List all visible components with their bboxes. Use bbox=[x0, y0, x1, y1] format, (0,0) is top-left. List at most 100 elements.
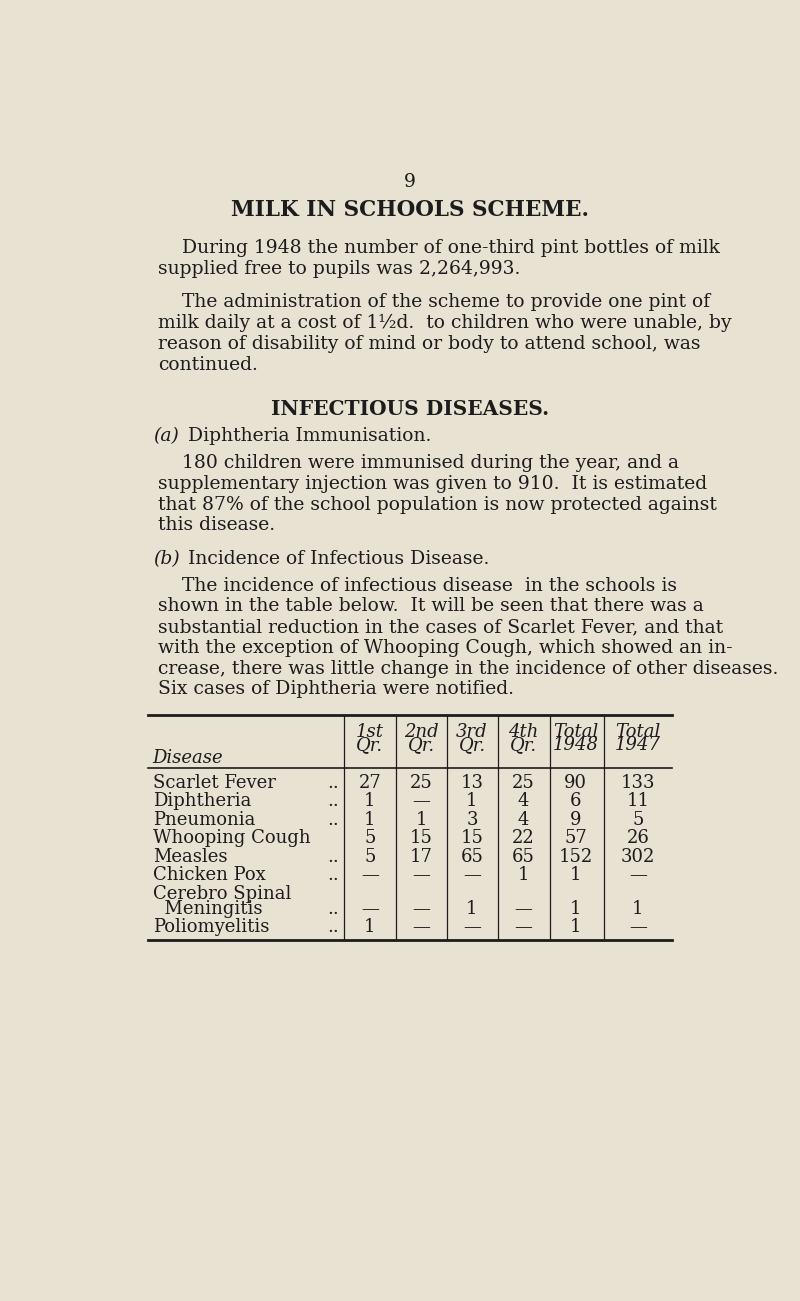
Text: 4th: 4th bbox=[508, 723, 538, 740]
Text: 1: 1 bbox=[416, 811, 427, 829]
Text: (b): (b) bbox=[153, 549, 179, 567]
Text: —: — bbox=[629, 866, 646, 885]
Text: Total: Total bbox=[554, 723, 598, 740]
Text: 90: 90 bbox=[564, 774, 587, 792]
Text: 15: 15 bbox=[461, 829, 483, 847]
Text: Total: Total bbox=[615, 723, 661, 740]
Text: that 87% of the school population is now protected against: that 87% of the school population is now… bbox=[158, 496, 717, 514]
Text: 3rd: 3rd bbox=[456, 723, 488, 740]
Text: ..: .. bbox=[327, 811, 338, 829]
Text: —: — bbox=[413, 866, 430, 885]
Text: —: — bbox=[413, 900, 430, 919]
Text: The incidence of infectious disease  in the schools is: The incidence of infectious disease in t… bbox=[158, 576, 677, 595]
Text: 3: 3 bbox=[466, 811, 478, 829]
Text: INFECTIOUS DISEASES.: INFECTIOUS DISEASES. bbox=[271, 399, 549, 419]
Text: reason of disability of mind or body to attend school, was: reason of disability of mind or body to … bbox=[158, 334, 701, 353]
Text: 26: 26 bbox=[626, 829, 650, 847]
Text: 1st: 1st bbox=[356, 723, 384, 740]
Text: Six cases of Diphtheria were notified.: Six cases of Diphtheria were notified. bbox=[158, 680, 514, 699]
Text: Qr.: Qr. bbox=[458, 736, 486, 755]
Text: —: — bbox=[413, 919, 430, 937]
Text: 1: 1 bbox=[466, 900, 478, 919]
Text: Disease: Disease bbox=[153, 749, 223, 768]
Text: —: — bbox=[514, 900, 532, 919]
Text: 9: 9 bbox=[570, 811, 582, 829]
Text: 57: 57 bbox=[565, 829, 587, 847]
Text: Incidence of Infectious Disease.: Incidence of Infectious Disease. bbox=[187, 549, 489, 567]
Text: The administration of the scheme to provide one pint of: The administration of the scheme to prov… bbox=[158, 293, 710, 311]
Text: 1: 1 bbox=[518, 866, 529, 885]
Text: 2nd: 2nd bbox=[404, 723, 439, 740]
Text: 1: 1 bbox=[632, 900, 643, 919]
Text: 1: 1 bbox=[466, 792, 478, 811]
Text: —: — bbox=[361, 900, 378, 919]
Text: substantial reduction in the cases of Scarlet Fever, and that: substantial reduction in the cases of Sc… bbox=[158, 618, 723, 636]
Text: 180 children were immunised during the year, and a: 180 children were immunised during the y… bbox=[158, 454, 679, 472]
Text: —: — bbox=[514, 919, 532, 937]
Text: 65: 65 bbox=[461, 847, 483, 865]
Text: ..: .. bbox=[327, 792, 338, 811]
Text: 1: 1 bbox=[364, 811, 375, 829]
Text: 25: 25 bbox=[410, 774, 433, 792]
Text: ..: .. bbox=[327, 919, 338, 937]
Text: 5: 5 bbox=[364, 829, 375, 847]
Text: Meningitis: Meningitis bbox=[153, 900, 262, 919]
Text: Chicken Pox: Chicken Pox bbox=[153, 866, 266, 885]
Text: Whooping Cough: Whooping Cough bbox=[153, 829, 310, 847]
Text: 4: 4 bbox=[518, 792, 529, 811]
Text: 1: 1 bbox=[570, 866, 582, 885]
Text: this disease.: this disease. bbox=[158, 516, 275, 535]
Text: Poliomyelitis: Poliomyelitis bbox=[153, 919, 269, 937]
Text: 1: 1 bbox=[570, 900, 582, 919]
Text: Scarlet Fever: Scarlet Fever bbox=[153, 774, 275, 792]
Text: 152: 152 bbox=[558, 847, 593, 865]
Text: 15: 15 bbox=[410, 829, 433, 847]
Text: 302: 302 bbox=[621, 847, 655, 865]
Text: ..: .. bbox=[327, 847, 338, 865]
Text: Qr.: Qr. bbox=[510, 736, 537, 755]
Text: 1: 1 bbox=[570, 919, 582, 937]
Text: with the exception of Whooping Cough, which showed an in-: with the exception of Whooping Cough, wh… bbox=[158, 639, 733, 657]
Text: 65: 65 bbox=[512, 847, 534, 865]
Text: 1: 1 bbox=[364, 792, 375, 811]
Text: 11: 11 bbox=[626, 792, 650, 811]
Text: Diphtheria: Diphtheria bbox=[153, 792, 251, 811]
Text: —: — bbox=[413, 792, 430, 811]
Text: Pneumonia: Pneumonia bbox=[153, 811, 255, 829]
Text: Qr.: Qr. bbox=[356, 736, 383, 755]
Text: 9: 9 bbox=[404, 173, 416, 191]
Text: During 1948 the number of one-third pint bottles of milk: During 1948 the number of one-third pint… bbox=[158, 239, 720, 258]
Text: 1: 1 bbox=[364, 919, 375, 937]
Text: 25: 25 bbox=[512, 774, 534, 792]
Text: 13: 13 bbox=[461, 774, 483, 792]
Text: (a): (a) bbox=[153, 427, 178, 445]
Text: 1948: 1948 bbox=[553, 736, 599, 755]
Text: ..: .. bbox=[327, 900, 338, 919]
Text: 4: 4 bbox=[518, 811, 529, 829]
Text: 5: 5 bbox=[632, 811, 643, 829]
Text: MILK IN SCHOOLS SCHEME.: MILK IN SCHOOLS SCHEME. bbox=[231, 199, 589, 221]
Text: 6: 6 bbox=[570, 792, 582, 811]
Text: ..: .. bbox=[327, 774, 338, 792]
Text: 1947: 1947 bbox=[615, 736, 661, 755]
Text: shown in the table below.  It will be seen that there was a: shown in the table below. It will be see… bbox=[158, 597, 704, 615]
Text: 22: 22 bbox=[512, 829, 534, 847]
Text: Cerebro Spinal: Cerebro Spinal bbox=[153, 885, 291, 903]
Text: —: — bbox=[361, 866, 378, 885]
Text: ..: .. bbox=[327, 866, 338, 885]
Text: Measles: Measles bbox=[153, 847, 227, 865]
Text: supplementary injection was given to 910.  It is estimated: supplementary injection was given to 910… bbox=[158, 475, 707, 493]
Text: 133: 133 bbox=[621, 774, 655, 792]
Text: —: — bbox=[463, 866, 481, 885]
Text: 17: 17 bbox=[410, 847, 433, 865]
Text: —: — bbox=[629, 919, 646, 937]
Text: Qr.: Qr. bbox=[408, 736, 435, 755]
Text: milk daily at a cost of 1½d.  to children who were unable, by: milk daily at a cost of 1½d. to children… bbox=[158, 314, 732, 332]
Text: supplied free to pupils was 2,264,993.: supplied free to pupils was 2,264,993. bbox=[158, 260, 521, 278]
Text: —: — bbox=[463, 919, 481, 937]
Text: 27: 27 bbox=[358, 774, 381, 792]
Text: 5: 5 bbox=[364, 847, 375, 865]
Text: Diphtheria Immunisation.: Diphtheria Immunisation. bbox=[187, 427, 431, 445]
Text: continued.: continued. bbox=[158, 355, 258, 373]
Text: crease, there was little change in the incidence of other diseases.: crease, there was little change in the i… bbox=[158, 660, 778, 678]
